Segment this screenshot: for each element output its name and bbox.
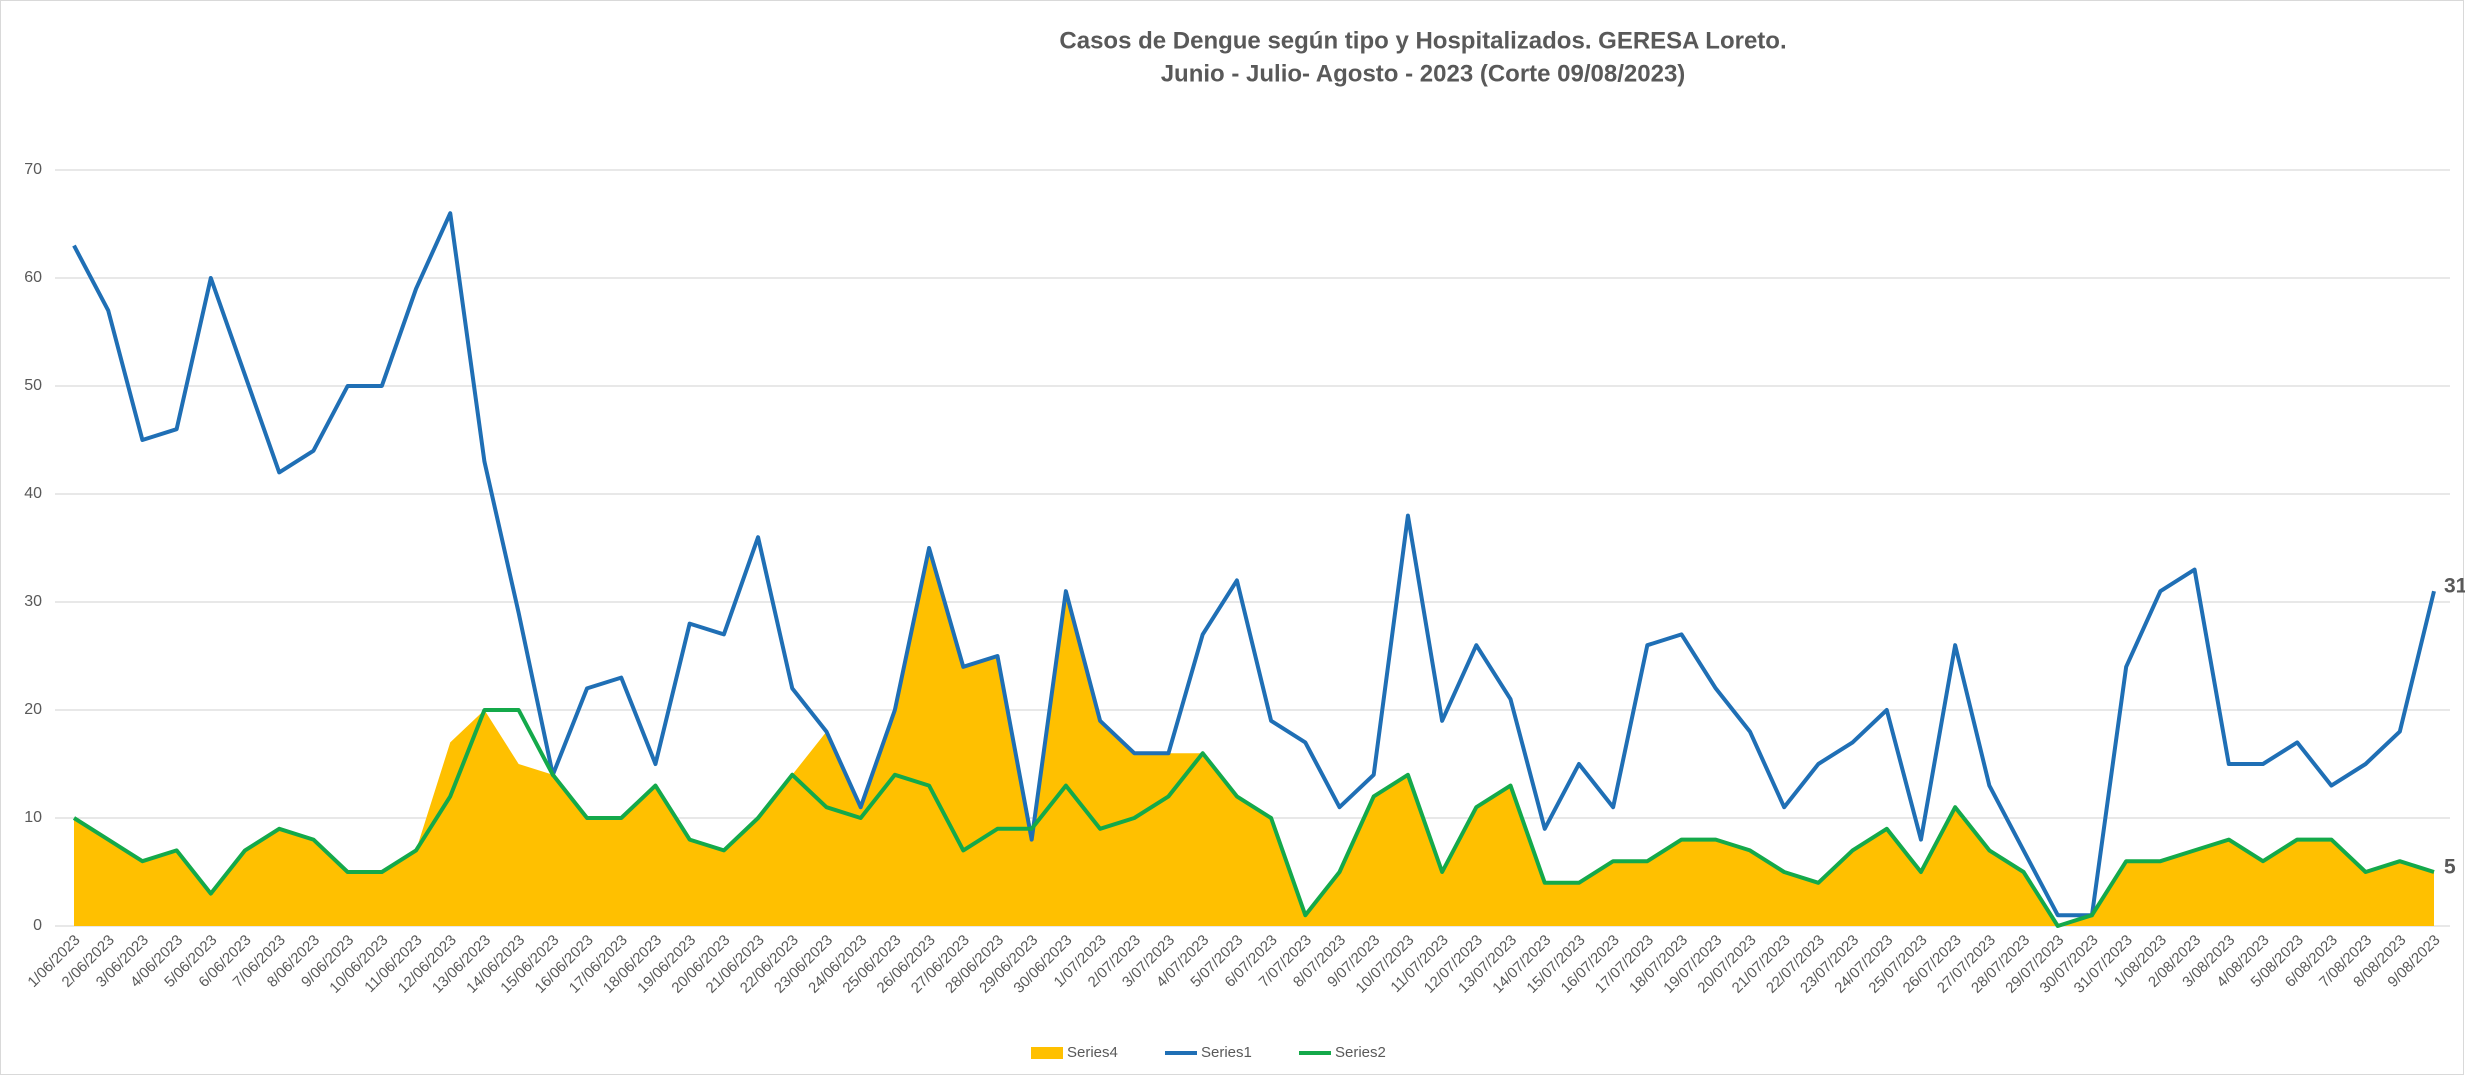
legend-label: Series4 [1067,1044,1118,1061]
y-tick-label: 10 [24,809,42,826]
legend-label: Series2 [1335,1044,1386,1061]
line [72,708,2435,928]
legend-label: Series1 [1201,1044,1252,1061]
y-tick-label: 60 [24,269,42,286]
line [72,211,2436,918]
y-tick-label: 0 [33,917,42,934]
data-label: 31 [2444,575,2465,598]
y-tick-label: 20 [24,701,42,718]
chart-title: Casos de Dengue según tipo y Hospitaliza… [1059,27,1786,54]
area [74,548,2434,926]
y-tick-label: 50 [24,377,42,394]
y-tick-label: 40 [24,485,42,502]
chart-title: Junio - Julio- Agosto - 2023 (Corte 09/0… [1161,60,1686,87]
y-tick-label: 30 [24,593,42,610]
data-label: 5 [2444,856,2456,879]
legend-swatch [1031,1047,1063,1059]
y-tick-label: 70 [24,161,42,178]
